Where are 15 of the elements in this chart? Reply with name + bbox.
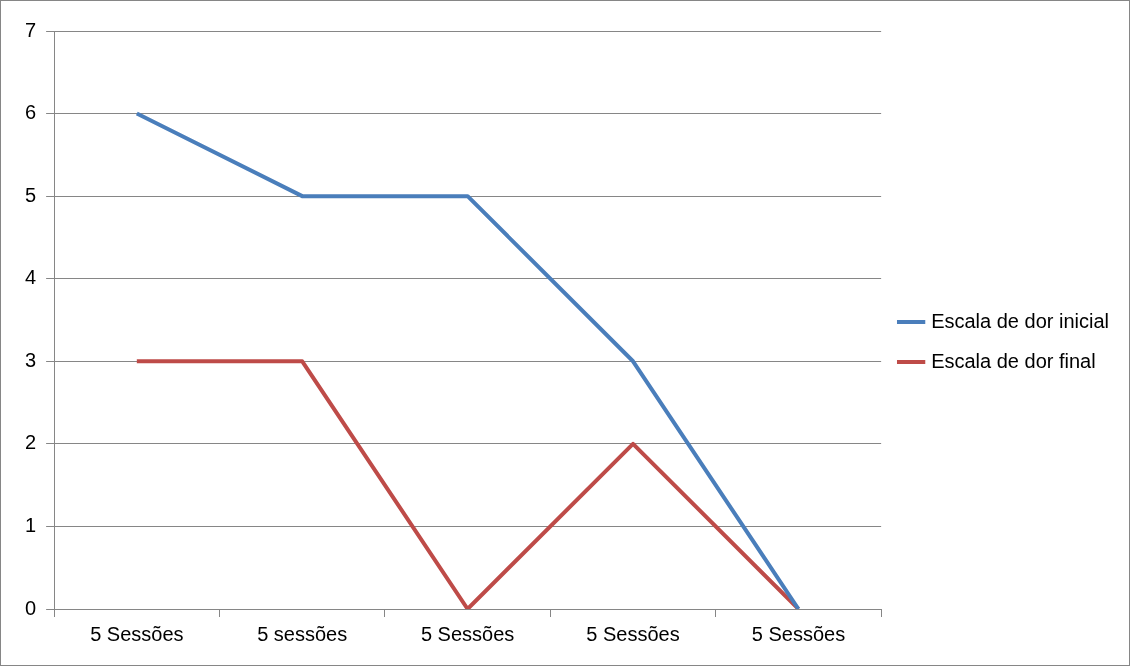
legend-label: Escala de dor inicial xyxy=(931,309,1109,332)
y-tick-label: 1 xyxy=(25,513,37,536)
y-tick-label: 3 xyxy=(25,348,37,371)
x-tick-label: 5 Sessões xyxy=(751,622,846,645)
x-tick-label: 5 Sessões xyxy=(586,622,680,645)
y-tick-label: 5 xyxy=(25,183,37,206)
x-tick-label: 5 Sessões xyxy=(420,622,515,645)
y-tick-label: 0 xyxy=(25,596,37,619)
x-tick-label: 5 Sessões xyxy=(90,622,184,645)
y-tick-label: 7 xyxy=(25,18,37,41)
x-tick-label: 5 sessões xyxy=(257,622,348,645)
legend-label: Escala de dor final xyxy=(931,349,1096,372)
y-tick-label: 4 xyxy=(25,266,37,289)
y-tick-label: 6 xyxy=(25,101,37,124)
y-tick-label: 2 xyxy=(25,431,37,454)
